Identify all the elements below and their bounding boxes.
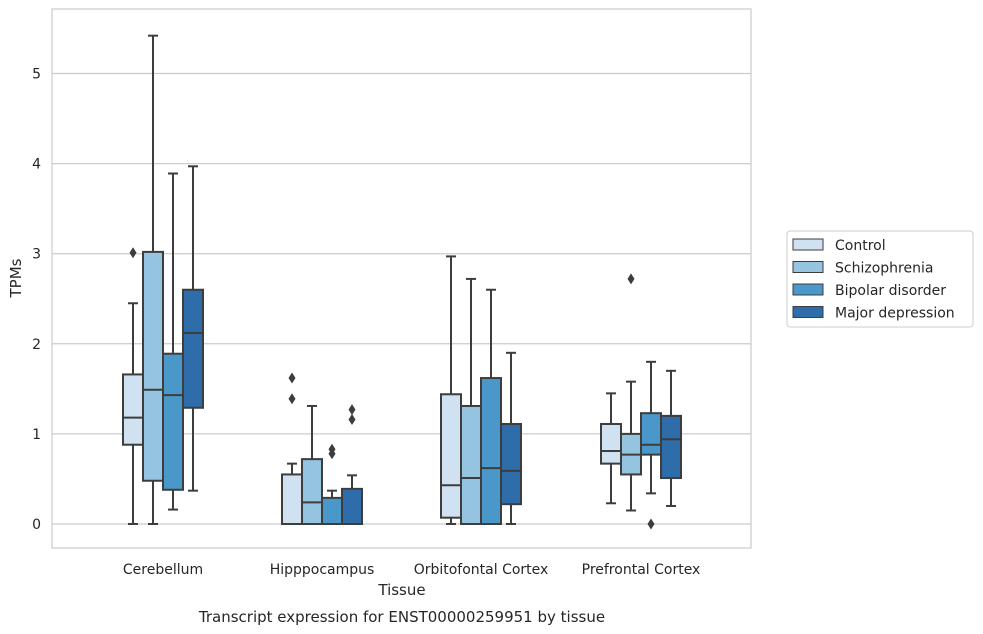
y-tick-label: 0 bbox=[32, 517, 41, 533]
outlier-point bbox=[129, 247, 137, 259]
outlier-point bbox=[328, 448, 336, 460]
outlier-point bbox=[288, 372, 296, 384]
series-schizophrenia bbox=[142, 34, 642, 525]
box-iqr bbox=[500, 422, 522, 506]
series-control bbox=[122, 247, 622, 526]
x-tick-labels: Cerebellum Hipppocampus Orbitofontal Corte… bbox=[123, 562, 700, 578]
box-iqr bbox=[142, 250, 164, 482]
legend-item: Schizophrenia bbox=[792, 261, 933, 277]
legend-item: Bipolar disorder bbox=[792, 283, 946, 299]
box-orbitofontal-cortex-control bbox=[440, 255, 462, 525]
box-cerebellum-bipolar-disorder bbox=[162, 172, 184, 511]
legend-swatch bbox=[792, 306, 824, 318]
x-tick-label: Orbitofontal Cortex bbox=[414, 562, 549, 578]
legend: Control Schizophrenia Bipolar disorder Majo… bbox=[786, 230, 974, 328]
legend-swatch bbox=[792, 261, 824, 273]
box-prefrontal-cortex-schizophrenia bbox=[620, 273, 642, 512]
x-tick-label: Cerebellum bbox=[123, 562, 203, 578]
box-prefrontal-cortex-control bbox=[600, 392, 622, 505]
box-iqr bbox=[341, 487, 363, 525]
box-cerebellum-major-depression bbox=[182, 165, 204, 492]
box-series bbox=[122, 34, 682, 530]
box-iqr bbox=[122, 373, 144, 446]
legend-item: Major depression bbox=[792, 306, 955, 322]
box-iqr bbox=[640, 412, 662, 456]
plot-frame bbox=[51, 8, 752, 549]
y-tick-label: 5 bbox=[32, 67, 41, 83]
box-prefrontal-cortex-major-depression bbox=[660, 369, 682, 507]
box-iqr bbox=[460, 404, 482, 525]
y-tick-labels: 0 1 2 3 4 5 bbox=[32, 67, 41, 534]
box-iqr bbox=[182, 288, 204, 409]
box-iqr bbox=[281, 473, 303, 526]
box-hipppocampus-major-depression bbox=[341, 404, 363, 525]
outlier-point bbox=[348, 413, 356, 425]
legend-swatch bbox=[792, 238, 824, 251]
box-iqr bbox=[660, 414, 682, 480]
outlier-point bbox=[288, 393, 296, 405]
y-tick-label: 2 bbox=[32, 337, 41, 353]
chart-caption: Transcript expression for ENST0000025995… bbox=[198, 608, 605, 626]
box-cerebellum-schizophrenia bbox=[142, 34, 164, 525]
box-prefrontal-cortex-bipolar-disorder bbox=[640, 360, 662, 530]
x-tick-label: Prefrontal Cortex bbox=[582, 562, 701, 578]
box-iqr bbox=[321, 496, 343, 526]
outlier-point bbox=[627, 273, 635, 285]
legend-frame bbox=[786, 230, 974, 328]
box-hipppocampus-schizophrenia bbox=[301, 404, 323, 525]
outlier-point bbox=[647, 518, 655, 530]
box-iqr bbox=[440, 393, 462, 519]
series-major-depression bbox=[182, 165, 682, 525]
box-iqr bbox=[480, 377, 502, 525]
box-orbitofontal-cortex-bipolar-disorder bbox=[480, 288, 502, 525]
legend-label: Control bbox=[835, 238, 886, 254]
box-iqr bbox=[600, 422, 622, 465]
x-tick-label: Hipppocampus bbox=[270, 562, 375, 578]
legend-swatch bbox=[792, 283, 824, 296]
legend-label: Schizophrenia bbox=[835, 261, 933, 277]
series-bipolar-disorder bbox=[162, 172, 662, 530]
box-cerebellum-control bbox=[122, 247, 144, 525]
box-iqr bbox=[162, 352, 184, 491]
box-orbitofontal-cortex-schizophrenia bbox=[460, 277, 482, 525]
y-axis-label: TPMs bbox=[7, 258, 25, 298]
box-hipppocampus-bipolar-disorder bbox=[321, 443, 343, 526]
y-tick-label: 1 bbox=[32, 427, 41, 443]
box-iqr bbox=[301, 458, 323, 525]
y-tick-label: 4 bbox=[32, 157, 41, 173]
box-orbitofontal-cortex-major-depression bbox=[500, 351, 522, 525]
x-axis-label: Tissue bbox=[377, 581, 425, 599]
legend-item: Control bbox=[792, 238, 886, 254]
outlier-point bbox=[348, 404, 356, 416]
y-tick-label: 3 bbox=[32, 247, 41, 263]
legend-label: Major depression bbox=[835, 306, 955, 322]
box-hipppocampus-control bbox=[281, 372, 303, 526]
legend-label: Bipolar disorder bbox=[835, 283, 946, 299]
